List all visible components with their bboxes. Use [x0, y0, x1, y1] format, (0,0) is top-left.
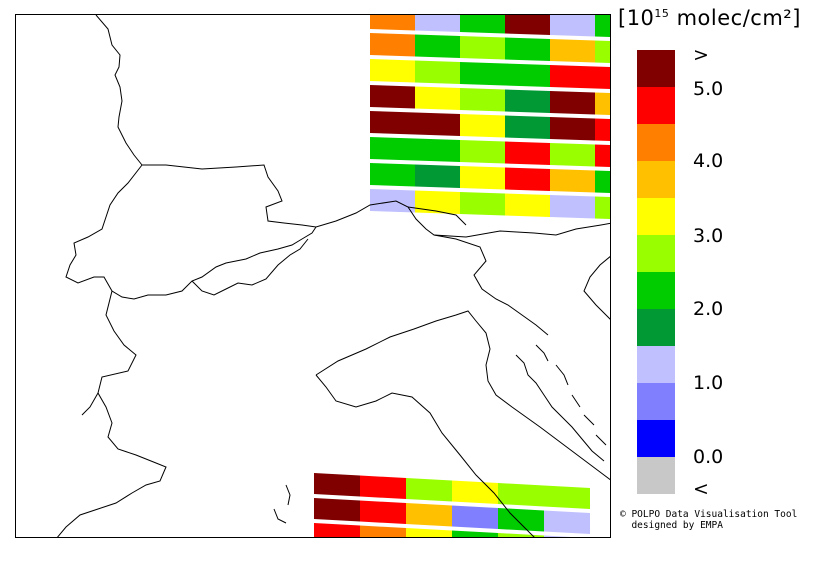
swath-pixel [460, 192, 505, 216]
swath-pixel [452, 480, 498, 504]
legend-swatch [637, 87, 675, 124]
legend-label-3: 3.0 [693, 225, 724, 247]
swath-pixel [550, 143, 595, 167]
legend-swatch [637, 161, 675, 198]
map-canvas [57, 15, 610, 537]
swath-pixel [415, 138, 460, 162]
credit-line-1: © POLPO Data Visualisation Tool [620, 509, 798, 520]
legend-unit-prefix: [10 [618, 6, 655, 30]
legend-swatch [637, 309, 675, 346]
swath-pixel [460, 36, 505, 60]
swath-pixel [370, 137, 415, 161]
legend-unit-suffix: molec/cm²] [669, 6, 801, 30]
legend-label-under: < [693, 478, 709, 500]
swath-pixel [314, 498, 360, 522]
swath-pixel [370, 189, 415, 213]
swath-pixel [360, 500, 406, 524]
swath-pixel [550, 91, 595, 115]
swath-pixel [415, 86, 460, 110]
swath-pixel [460, 166, 505, 190]
swath-pixel [595, 196, 610, 219]
swath-pixel [360, 525, 406, 537]
swath-pixel [360, 475, 406, 499]
legend-unit-exponent: 15 [654, 7, 670, 20]
swath-pixel [505, 63, 550, 87]
swath-pixel [406, 528, 452, 537]
legend-swatch [637, 50, 675, 87]
swath-pixel [452, 505, 498, 529]
legend-swatch [637, 272, 675, 309]
swath-pixel [544, 535, 572, 537]
swath-pixel [460, 62, 505, 86]
swath-pixel [595, 15, 610, 37]
swath-pixel [460, 114, 505, 138]
swath-pixel [370, 59, 415, 83]
swath-pixel [406, 503, 452, 527]
swath-pixel [498, 533, 544, 537]
swath-pixel [370, 85, 415, 109]
swath-pixel [415, 60, 460, 84]
legend-unit-title: [1015 molec/cm²] [618, 6, 801, 30]
legend-swatch [637, 235, 675, 272]
legend-swatch [637, 457, 675, 494]
swath-pixel [505, 141, 550, 165]
swath-pixel [314, 523, 360, 537]
legend-label-2: 2.0 [693, 298, 724, 320]
swath-pixel [595, 66, 610, 89]
satellite-swath-bottom [314, 473, 590, 537]
legend-swatch [637, 198, 675, 235]
swath-pixel [505, 37, 550, 61]
swath-pixel [505, 15, 550, 35]
swath-pixel [544, 510, 590, 534]
color-scale-bar [637, 50, 675, 494]
swath-pixel [595, 40, 610, 63]
legend-label-1: 1.0 [693, 372, 724, 394]
swath-pixel [370, 111, 415, 135]
legend-label-over: > [693, 44, 709, 66]
legend-swatch [637, 124, 675, 161]
legend-label-4: 4.0 [693, 150, 724, 172]
credit-text: © POLPO Data Visualisation Tool designed… [620, 509, 798, 532]
map-panel[interactable] [15, 14, 611, 538]
swath-pixel [595, 144, 610, 167]
swath-pixel [505, 89, 550, 113]
swath-pixel [370, 163, 415, 187]
legend-swatch [637, 346, 675, 383]
swath-pixel [595, 118, 610, 141]
swath-pixel [550, 15, 595, 37]
swath-pixel [505, 115, 550, 139]
swath-pixel [550, 117, 595, 141]
swath-pixel [498, 483, 544, 507]
legend-swatch [637, 383, 675, 420]
legend-label-0: 0.0 [693, 446, 724, 468]
swath-pixel [415, 190, 460, 214]
country-borders [57, 15, 610, 537]
swath-pixel [460, 15, 505, 34]
swath-pixel [595, 92, 610, 115]
swath-pixel [498, 508, 544, 532]
swath-pixel [415, 34, 460, 58]
credit-line-2: designed by EMPA [631, 519, 723, 531]
legend-swatch [637, 420, 675, 457]
swath-pixel [370, 33, 415, 57]
legend-label-5: 5.0 [693, 78, 724, 100]
swath-pixel [460, 88, 505, 112]
swath-pixel [415, 164, 460, 188]
swath-pixel [415, 15, 460, 32]
satellite-swath-top [370, 15, 610, 219]
swath-pixel [415, 112, 460, 136]
swath-pixel [406, 478, 452, 502]
swath-pixel [505, 193, 550, 217]
swath-pixel [314, 473, 360, 497]
swath-pixel [505, 167, 550, 191]
swath-pixel [550, 169, 595, 193]
swath-pixel [550, 195, 595, 219]
swath-pixel [544, 485, 590, 509]
swath-pixel [550, 65, 595, 89]
swath-pixel [595, 170, 610, 193]
swath-pixel [370, 15, 415, 31]
swath-pixel [460, 140, 505, 164]
swath-pixel [550, 39, 595, 63]
swath-pixel [452, 530, 498, 537]
